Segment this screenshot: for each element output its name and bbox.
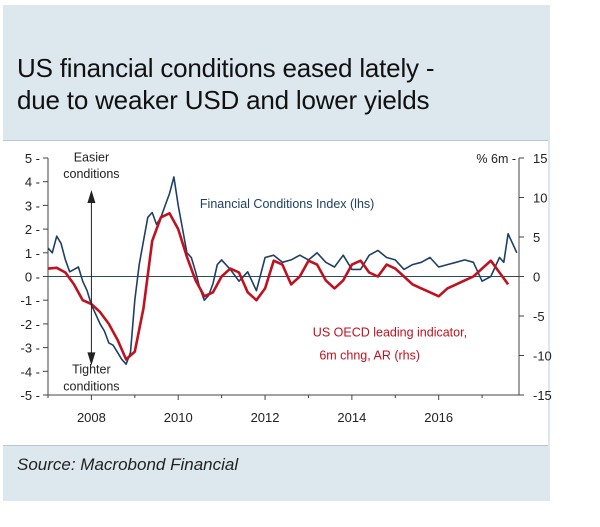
tighter-label-line-1: Tighter bbox=[72, 363, 110, 377]
right-tick-label: -15 bbox=[533, 388, 552, 403]
left-tick-label: -1 - bbox=[21, 293, 41, 308]
left-tick-label: 1 - bbox=[25, 246, 40, 261]
fci-series-line bbox=[47, 176, 518, 366]
x-tick-label: 2012 bbox=[251, 410, 280, 425]
plot-background bbox=[3, 140, 548, 445]
left-tick-label: -4 - bbox=[21, 364, 41, 379]
top-divider bbox=[3, 140, 548, 141]
chart-title-line-1: US financial conditions eased lately - bbox=[17, 53, 435, 83]
right-tick-label: 5 bbox=[533, 230, 540, 245]
easier-label-line-1: Easier bbox=[74, 151, 109, 165]
arrow-down-icon bbox=[87, 352, 96, 366]
oecd-series-line bbox=[47, 212, 510, 361]
right-tick-label: -10 bbox=[533, 349, 552, 364]
source-note: Source: Macrobond Financial bbox=[17, 455, 239, 474]
arrow-up-icon bbox=[87, 189, 96, 204]
x-tick-label: 2010 bbox=[164, 410, 193, 425]
label-layer: Financial Conditions Index (lhs) US OECD … bbox=[63, 151, 467, 394]
right-tick-label: -5 bbox=[533, 309, 545, 324]
left-tick-label: -2 - bbox=[21, 317, 41, 332]
left-tick-label: -5 - bbox=[21, 388, 41, 403]
right-axis-unit-label: % 6m - bbox=[476, 152, 516, 166]
right-tick-label: 15 bbox=[533, 151, 547, 166]
easier-label-line-2: conditions bbox=[63, 167, 119, 181]
oecd-series-label-line-1: US OECD leading indicator, bbox=[313, 326, 467, 340]
x-tick-label: 2014 bbox=[337, 410, 366, 425]
chart-title: US financial conditions eased lately - d… bbox=[17, 52, 542, 116]
x-tick-label: 2008 bbox=[77, 410, 106, 425]
left-tick-label: 4 - bbox=[25, 175, 40, 190]
left-tick-label: 3 - bbox=[25, 198, 40, 213]
chart-title-line-2: due to weaker USD and lower yields bbox=[17, 85, 430, 115]
left-tick-label: 5 - bbox=[25, 151, 40, 166]
bottom-divider bbox=[3, 445, 548, 446]
series-layer bbox=[47, 176, 518, 366]
left-tick-label: 0 - bbox=[25, 270, 40, 285]
fci-series-label: Financial Conditions Index (lhs) bbox=[200, 197, 374, 211]
right-tick-label: 0 bbox=[533, 270, 540, 285]
oecd-series-label-line-2: 6m chng, AR (rhs) bbox=[319, 348, 420, 362]
tighter-label-line-2: conditions bbox=[63, 379, 119, 393]
left-tick-label: -3 - bbox=[21, 341, 41, 356]
x-tick-label: 2016 bbox=[424, 410, 453, 425]
right-tick-label: 10 bbox=[533, 191, 547, 206]
left-tick-label: 2 - bbox=[25, 222, 40, 237]
axes-layer: 5 -4 -3 -2 -1 -0 --1 --2 --3 --4 --5 -15… bbox=[21, 151, 552, 425]
